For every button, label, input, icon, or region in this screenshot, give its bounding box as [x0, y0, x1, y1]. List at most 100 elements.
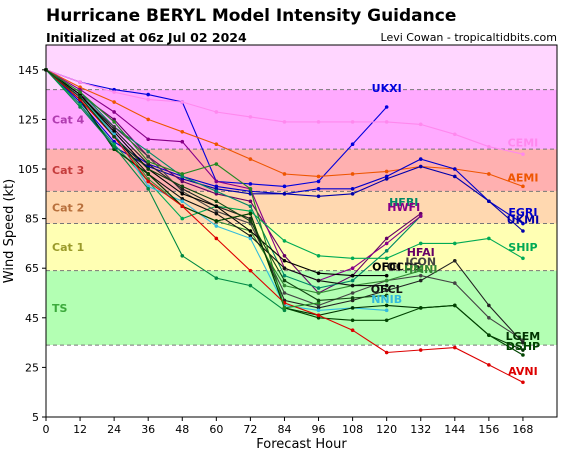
model-label-aemi: AEMI — [507, 171, 538, 184]
data-point-egri — [453, 167, 457, 171]
data-point-ukmi — [180, 177, 185, 181]
data-point-ofci — [316, 271, 321, 275]
series-unlabeled-20 — [44, 68, 389, 303]
x-tick-label: 60 — [209, 423, 223, 436]
data-point-ofci — [282, 258, 287, 263]
series-line-unlabeled-18 — [45, 69, 285, 311]
data-point-ofci — [214, 204, 219, 208]
data-point-nnib — [180, 199, 185, 204]
data-point-unlabeled-20 — [282, 278, 287, 283]
model-label-ofci: OFCI — [372, 261, 401, 274]
data-point-unlabeled-19 — [214, 162, 219, 166]
y-tick-label: 145 — [18, 64, 39, 77]
data-point-ukxi — [248, 182, 253, 186]
data-point-unlabeled-20 — [384, 293, 389, 298]
data-point-ofcl — [316, 278, 321, 283]
x-tick-label: 156 — [478, 423, 499, 436]
band-label-cat-3: Cat 3 — [52, 164, 84, 177]
data-point-ship — [418, 241, 423, 246]
data-point-ukmi — [418, 164, 423, 169]
data-point-aemi — [487, 172, 491, 176]
data-point-ocd5 — [316, 306, 321, 310]
data-point-unlabeled-18 — [112, 144, 116, 149]
data-point-hwfi — [384, 241, 389, 246]
data-point-aemi — [384, 169, 389, 174]
data-point-avni — [453, 345, 457, 350]
model-label-hwfi: HWFI — [387, 201, 420, 214]
band-labels: Cat 4 Cat 3 Cat 2 Cat 1 TS — [52, 113, 85, 314]
data-point-unlabeled-19 — [282, 306, 287, 310]
series-line-hwfi — [45, 69, 422, 282]
y-axis-label: Wind Speed (kt) — [2, 179, 17, 283]
model-label-hmni: HMNI — [404, 263, 437, 276]
data-point-avni — [521, 380, 525, 385]
data-point-hfai — [384, 236, 389, 241]
data-point-egri — [214, 184, 219, 189]
data-point-icon — [214, 209, 219, 213]
data-point-dshp — [384, 318, 389, 323]
band-label-cat-4: Cat 4 — [52, 113, 85, 126]
data-point-unlabeled-20 — [248, 219, 253, 223]
data-point-dshp — [418, 306, 423, 310]
data-point-ship — [316, 254, 321, 258]
data-point-egri — [316, 187, 321, 191]
data-point-unlabeled-18 — [146, 187, 150, 191]
data-point-hwfi — [78, 87, 82, 92]
data-point-dshp — [146, 172, 150, 176]
model-label-icon: ICON — [405, 256, 436, 269]
data-point-cemi — [180, 100, 185, 104]
data-point-avni — [180, 204, 185, 208]
data-point-ofci — [384, 273, 389, 278]
data-point-unlabeled-19 — [112, 120, 116, 124]
data-point-lgem — [384, 303, 389, 308]
x-tick-label: 0 — [43, 423, 50, 436]
model-label-nnib: NNIB — [371, 293, 402, 306]
data-point-egri — [384, 174, 389, 179]
model-label-hfbi: HFBI — [389, 196, 418, 209]
series-line-hfai — [45, 69, 422, 294]
data-point-icon — [146, 154, 150, 159]
y-tick-label: 125 — [18, 113, 39, 126]
x-tick-label: 24 — [107, 423, 121, 436]
y-tick-label: 45 — [25, 312, 39, 325]
data-point-cemi — [112, 90, 116, 94]
x-tick-label: 48 — [175, 423, 189, 436]
data-point-aemi — [521, 184, 525, 189]
chart-credit: Levi Cowan - tropicaltidbits.com — [380, 31, 557, 44]
data-point-dshp — [316, 316, 321, 320]
data-point-dshp — [453, 303, 457, 308]
data-point-hwfi — [350, 266, 355, 271]
data-point-lgem — [521, 348, 525, 352]
model-label-hfai: HFAI — [407, 246, 435, 259]
data-point-cemi — [282, 120, 287, 124]
data-point-avni — [146, 179, 150, 184]
band-band-0 — [46, 45, 557, 90]
data-point-aemi — [316, 174, 321, 179]
data-point-cemi — [521, 152, 525, 156]
data-point-hfai — [418, 211, 423, 216]
data-point-aemi — [350, 172, 355, 176]
data-point-hfai — [112, 117, 116, 122]
data-point-aemi — [282, 172, 287, 176]
data-point-unlabeled-20 — [146, 167, 150, 171]
data-point-aemi — [78, 85, 82, 89]
data-point-ukmi — [453, 174, 457, 179]
data-point-ship — [521, 256, 525, 261]
x-tick-label: 72 — [243, 423, 257, 436]
data-point-avni — [316, 313, 321, 318]
data-point-aemi — [248, 157, 253, 161]
data-point-ukxi — [316, 179, 321, 184]
model-label-ofcl: OFCL — [371, 283, 403, 296]
data-point-ukxi — [112, 87, 116, 92]
data-point-icon — [316, 303, 321, 308]
y-tick-label: 65 — [25, 262, 39, 275]
data-point-nnib — [248, 236, 253, 241]
data-point-cemi — [384, 120, 389, 124]
data-point-hmni — [316, 291, 321, 295]
data-point-unlabeled-18 — [78, 105, 82, 109]
data-point-cemi — [316, 120, 321, 124]
data-point-hwfi — [180, 139, 185, 144]
data-point-ukmi — [521, 229, 525, 233]
